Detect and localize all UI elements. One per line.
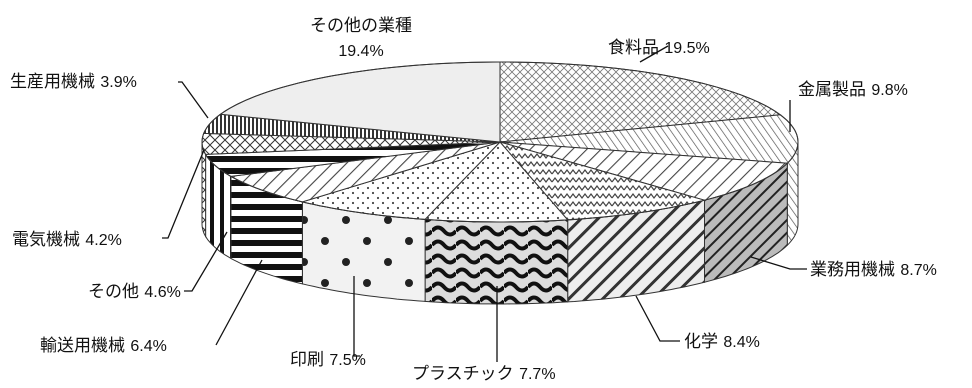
leader-line-other [184,231,228,292]
label-business-machinery: 業務用機械 8.7% [810,260,937,281]
pie-side-slice-96fb-4 [201,141,207,239]
label-printing-pct: 7.5% [329,352,366,369]
leader-line-chemical [635,295,680,342]
label-plastic-name: プラスチック [412,364,514,384]
label-food: 食料品 19.5% [608,38,710,59]
label-other-industries-pct: 19.4% [338,43,384,60]
leader-line-printing [353,276,360,357]
label-plastic: プラスチック 7.7% [412,364,556,385]
label-other-industries: その他の業種 19.4% [266,16,456,62]
label-transport-machinery-name: 輸送用機械 [40,336,125,356]
leader-line-production-machinery [178,81,209,119]
label-metal-name: 金属製品 [798,80,866,100]
label-other: その他 4.6% [88,282,181,303]
label-other-industries-name: その他の業種 [310,16,412,36]
label-transport-machinery-pct: 6.4% [130,338,167,355]
label-metal: 金属製品 9.8% [798,80,908,101]
label-metal-pct: 9.8% [871,82,908,99]
label-production-machinery-name: 生産用機械 [10,72,95,92]
label-chemical: 化学 8.4% [684,332,760,353]
leader-line-transport-machinery [215,259,263,346]
leader-line-food [639,45,669,63]
label-business-machinery-pct: 8.7% [900,262,937,279]
label-transport-machinery: 輸送用機械 6.4% [40,336,167,357]
label-other-pct: 4.6% [144,284,181,301]
label-production-machinery: 生産用機械 3.9% [10,72,137,93]
leader-line-business-machinery [750,256,807,270]
label-electrical-machinery-name: 電気機械 [12,230,80,250]
label-chemical-pct: 8.4% [723,334,760,351]
label-printing: 印刷 7.5% [290,350,366,371]
label-plastic-pct: 7.7% [519,366,556,383]
leader-line-electrical-machinery [162,149,205,239]
pie-rim [201,61,799,223]
label-printing-name: 印刷 [290,350,324,370]
label-production-machinery-pct: 3.9% [100,74,137,91]
label-other-name: その他 [88,282,139,302]
label-electrical-machinery-pct: 4.2% [85,232,122,249]
label-electrical-machinery: 電気機械 4.2% [12,230,122,251]
label-food-pct: 19.5% [664,40,710,57]
label-food-name: 食料品 [608,38,659,58]
label-business-machinery-name: 業務用機械 [810,260,895,280]
label-chemical-name: 化学 [684,332,718,352]
